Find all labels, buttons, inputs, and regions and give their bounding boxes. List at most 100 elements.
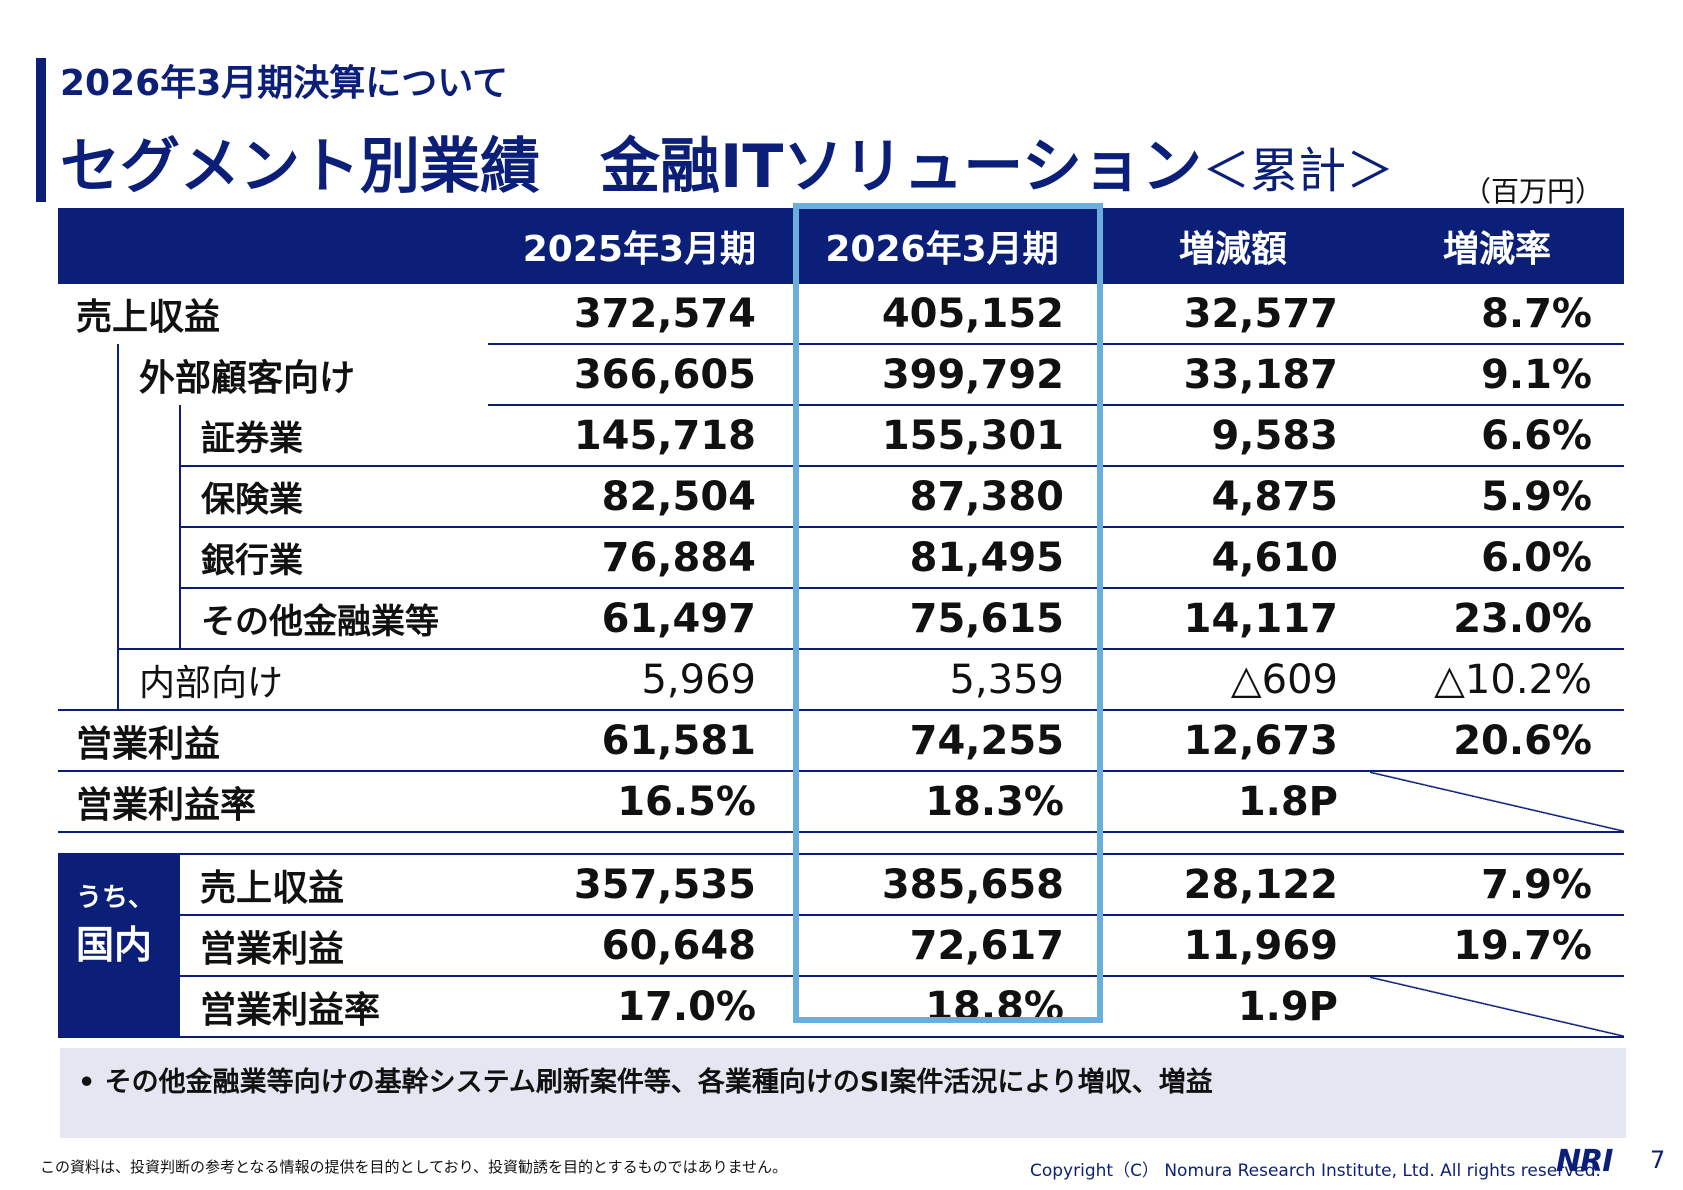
value-fy2026: 385,658 bbox=[788, 854, 1096, 916]
page-number: 7 bbox=[1650, 1146, 1666, 1174]
table-row: 営業利益 61,581 74,255 12,673 20.6% bbox=[58, 710, 1624, 772]
value-fy2025: 17.0% bbox=[488, 976, 788, 1038]
unit-label: （百万円） bbox=[1462, 175, 1603, 208]
header-blank-3 bbox=[180, 208, 488, 284]
table-row: 内部向け 5,969 5,359 △609 △10.2% bbox=[58, 649, 1624, 711]
value-rate: 19.7% bbox=[1370, 915, 1624, 977]
value-fy2025: 61,497 bbox=[488, 588, 788, 650]
disclaimer-text: この資料は、投資判断の参考となる情報の提供を目的としており、投資勧誘を目的とする… bbox=[40, 1158, 788, 1176]
row-label-banking: 銀行業 bbox=[179, 527, 488, 589]
value-change: 9,583 bbox=[1096, 405, 1370, 467]
indent-cell bbox=[117, 405, 180, 466]
value-fy2025: 76,884 bbox=[488, 527, 788, 589]
value-fy2026: 5,359 bbox=[788, 649, 1096, 711]
row-label-operating-profit: 営業利益 bbox=[58, 710, 488, 772]
value-rate: 23.0% bbox=[1370, 588, 1624, 650]
value-rate: 9.1% bbox=[1370, 344, 1624, 406]
domestic-label-big: 国内 bbox=[76, 923, 153, 967]
row-label-revenue: 売上収益 bbox=[76, 297, 221, 338]
indent-cell bbox=[58, 344, 118, 405]
value-rate: △10.2% bbox=[1370, 649, 1624, 711]
table-row: その他金融業等 61,497 75,615 14,117 23.0% bbox=[58, 588, 1624, 650]
row-label-other-finance: その他金融業等 bbox=[179, 588, 488, 650]
table-row: 外部顧客向け 366,605 399,792 33,187 9.1% bbox=[58, 344, 1624, 406]
value-fy2026: 155,301 bbox=[788, 405, 1096, 467]
indent-cell bbox=[117, 466, 180, 527]
column-header-change: 増減額 bbox=[1096, 208, 1370, 284]
table-row: うち、 国内 売上収益 357,535 385,658 28,122 7.9% bbox=[58, 854, 1624, 976]
spacer-cell bbox=[58, 832, 1624, 855]
row-label-internal: 内部向け bbox=[117, 649, 488, 711]
column-header-rate: 増減率 bbox=[1370, 208, 1624, 284]
column-header-fy2025: 2025年3月期 bbox=[488, 208, 788, 284]
value-fy2025: 60,648 bbox=[488, 915, 788, 977]
value-change: 32,577 bbox=[1096, 284, 1370, 345]
page-title: セグメント別業績 金融ITソリューション＜累計＞ bbox=[60, 118, 1394, 205]
value-fy2026: 81,495 bbox=[788, 527, 1096, 589]
indent-cell bbox=[58, 649, 118, 711]
row-label-external: 外部顧客向け bbox=[117, 344, 488, 405]
value-change: 28,122 bbox=[1096, 854, 1370, 916]
value-rate: 20.6% bbox=[1370, 710, 1624, 772]
value-fy2025: 357,535 bbox=[488, 854, 788, 916]
fy2026-highlight-frame bbox=[793, 203, 1103, 1023]
value-fy2025: 16.5% bbox=[488, 771, 788, 833]
value-fy2026: 74,255 bbox=[788, 710, 1096, 772]
row-label-operating-margin: 営業利益率 bbox=[58, 771, 488, 833]
segment-results-table: 2025年3月期 2026年3月期 増減額 増減率 売上収益 372,574 4… bbox=[58, 208, 1624, 1038]
table-spacer bbox=[58, 832, 1624, 855]
value-rate: 6.0% bbox=[1370, 527, 1624, 589]
table-row: 売上収益 372,574 405,152 32,577 8.7% bbox=[58, 284, 1624, 345]
row-label-insurance: 保険業 bbox=[179, 466, 488, 528]
table-row: 営業利益率 16.5% 18.3% 1.8P bbox=[58, 771, 1624, 833]
comment-text: • その他金融業等向けの基幹システム刷新案件等、各業種向けのSI案件活況により増… bbox=[78, 1067, 1213, 1098]
indent-cell bbox=[58, 588, 118, 649]
row-label-securities: 証券業 bbox=[179, 405, 488, 467]
indent-cell bbox=[58, 527, 118, 588]
table-row: 銀行業 76,884 81,495 4,610 6.0% bbox=[58, 527, 1624, 589]
row-label-domestic-profit: 営業利益 bbox=[180, 915, 488, 977]
indent-cell bbox=[117, 588, 180, 650]
nri-logo: NRI bbox=[1556, 1144, 1613, 1179]
title-accent-bar bbox=[36, 58, 46, 202]
page-title-main: セグメント別業績 金融ITソリューション bbox=[60, 132, 1203, 202]
table-row: 証券業 145,718 155,301 9,583 6.6% bbox=[58, 405, 1624, 467]
value-rate-na bbox=[1370, 976, 1624, 1038]
header-blank-2 bbox=[118, 208, 180, 284]
value-change: 14,117 bbox=[1096, 588, 1370, 650]
value-fy2026: 18.3% bbox=[788, 771, 1096, 833]
comment-box: • その他金融業等向けの基幹システム刷新案件等、各業種向けのSI案件活況により増… bbox=[60, 1048, 1626, 1138]
domestic-label-small: うち、 bbox=[76, 883, 155, 913]
value-fy2025: 145,718 bbox=[488, 405, 788, 467]
value-rate: 5.9% bbox=[1370, 466, 1624, 528]
value-fy2026: 75,615 bbox=[788, 588, 1096, 650]
indent-cell bbox=[58, 405, 118, 466]
value-change: 4,875 bbox=[1096, 466, 1370, 528]
table-header-row: 2025年3月期 2026年3月期 増減額 増減率 bbox=[58, 208, 1624, 284]
page-subtitle: 2026年3月期決算について bbox=[60, 63, 509, 104]
row-label-domestic-margin: 営業利益率 bbox=[180, 976, 488, 1038]
value-fy2026: 72,617 bbox=[788, 915, 1096, 977]
copyright-text: Copyright（C） Nomura Research Institute, … bbox=[1030, 1161, 1601, 1181]
domestic-label-cell-bottom bbox=[58, 976, 180, 1038]
header-blank-1 bbox=[58, 208, 118, 284]
indent-cell bbox=[117, 527, 180, 588]
value-change: 33,187 bbox=[1096, 344, 1370, 406]
value-fy2025: 5,969 bbox=[488, 649, 788, 711]
value-change: 1.9P bbox=[1096, 976, 1370, 1038]
table-row: 営業利益 60,648 72,617 11,969 19.7% bbox=[58, 915, 1624, 977]
row-label-domestic-revenue: 売上収益 bbox=[180, 854, 488, 916]
value-fy2026: 405,152 bbox=[788, 284, 1096, 345]
indent-cell bbox=[58, 466, 118, 527]
value-fy2025: 366,605 bbox=[488, 344, 788, 406]
value-change: 11,969 bbox=[1096, 915, 1370, 977]
column-header-fy2026: 2026年3月期 bbox=[788, 208, 1096, 284]
value-rate: 7.9% bbox=[1370, 854, 1624, 916]
value-fy2025: 82,504 bbox=[488, 466, 788, 528]
value-change: 1.8P bbox=[1096, 771, 1370, 833]
value-fy2026: 87,380 bbox=[788, 466, 1096, 528]
page-title-suffix: ＜累計＞ bbox=[1202, 143, 1395, 199]
value-rate: 8.7% bbox=[1370, 284, 1624, 345]
domestic-label-cell: うち、 国内 bbox=[58, 854, 180, 976]
value-fy2026: 399,792 bbox=[788, 344, 1096, 406]
